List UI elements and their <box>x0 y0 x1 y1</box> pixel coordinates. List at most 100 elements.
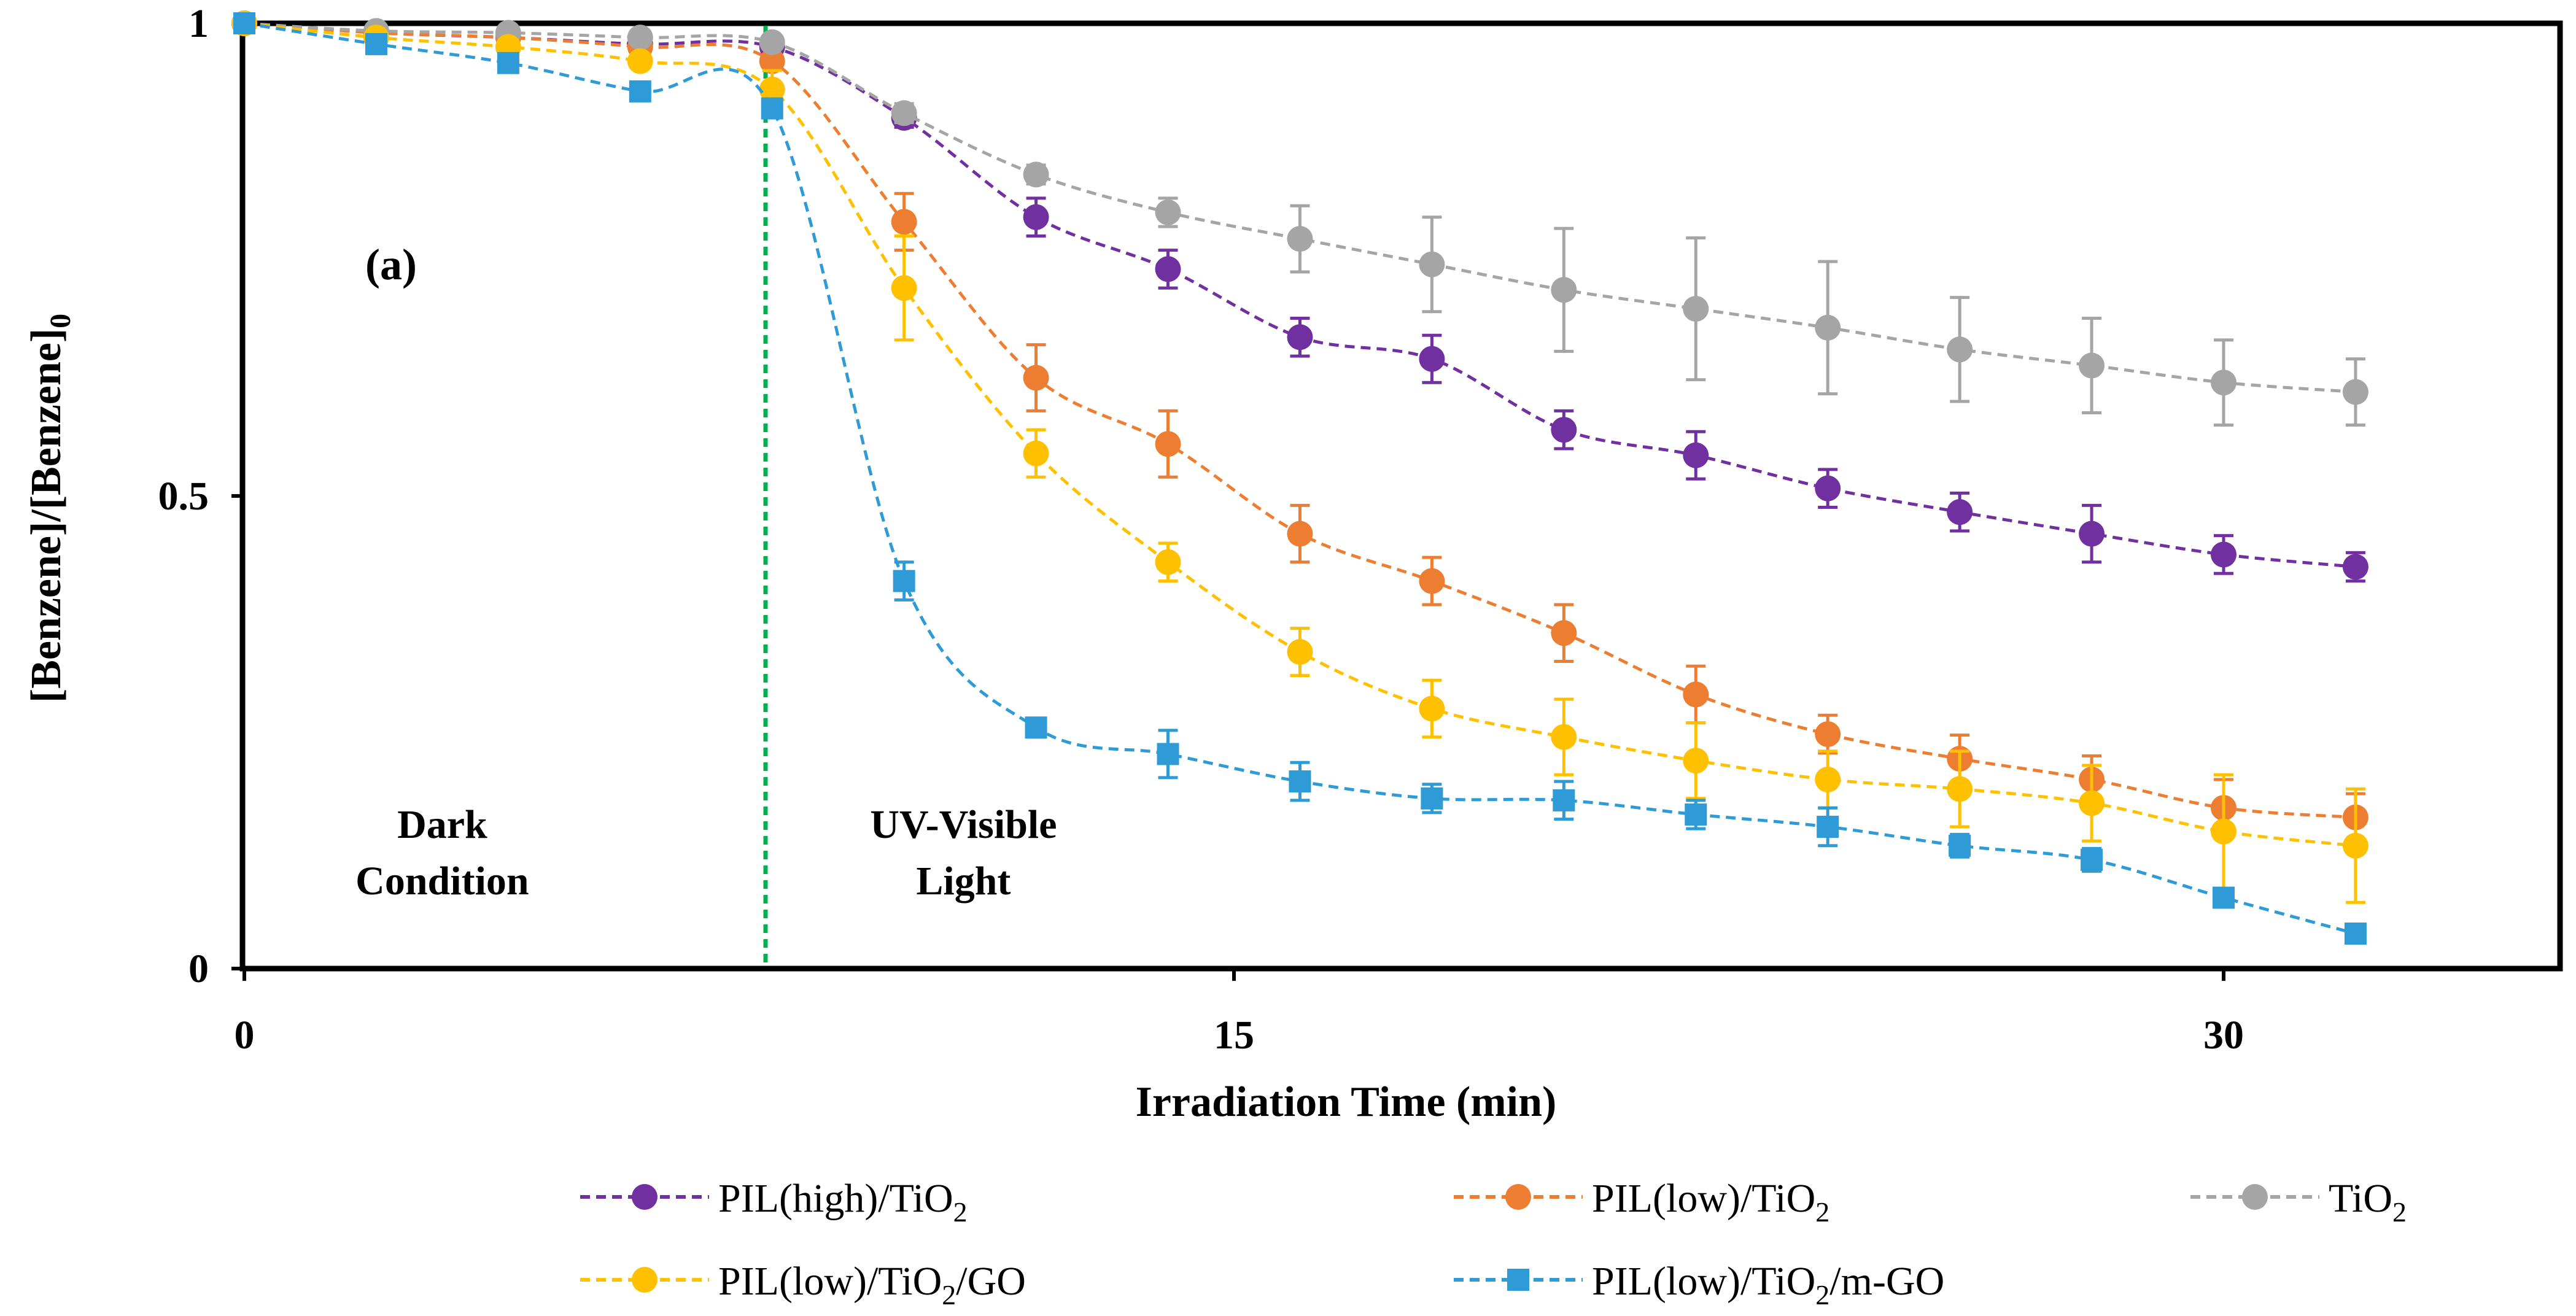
data-point-tio2 <box>2211 370 2237 396</box>
data-point-pil-high-tio2 <box>1419 346 1445 372</box>
data-point-pil-high-tio2 <box>1155 256 1181 282</box>
data-point-pil-low-tio2-go <box>1287 639 1313 665</box>
series-line-tio2 <box>244 21 2356 394</box>
data-point-pil-low-tio2-m-go <box>1553 789 1575 811</box>
data-point-pil-high-tio2 <box>2342 554 2368 580</box>
data-point-tio2 <box>759 29 785 55</box>
legend-label: PIL(low)/TiO2 <box>1592 1176 1829 1228</box>
y-axis-title: [Benzene]/[Benzene]0 <box>23 314 77 703</box>
legend-label-subscript: 2 <box>953 1196 968 1228</box>
data-point-pil-low-tio2 <box>1287 521 1313 547</box>
legend-label: PIL(low)/TiO2/m-GO <box>1592 1259 1944 1310</box>
data-point-tio2 <box>1023 161 1049 188</box>
legend-label-subscript: 2 <box>2392 1196 2407 1228</box>
data-point-pil-low-tio2-m-go <box>2213 886 2235 909</box>
data-point-pil-high-tio2 <box>1551 417 1577 443</box>
data-point-pil-low-tio2-go <box>759 76 785 103</box>
data-point-tio2 <box>1683 296 1709 322</box>
data-point-pil-low-tio2 <box>1155 431 1181 457</box>
x-tick-label: 30 <box>2203 1013 2244 1058</box>
legend-item-pil-low-tio2: PIL(low)/TiO2 <box>1454 1176 1829 1228</box>
data-point-pil-low-tio2-go <box>1551 724 1577 750</box>
data-point-tio2 <box>2079 352 2105 379</box>
data-point-pil-low-tio2-m-go <box>1685 803 1707 826</box>
legend-label-subscript: 2 <box>1815 1196 1829 1228</box>
data-point-pil-low-tio2-go <box>1155 549 1181 575</box>
y-tick-label: 1 <box>188 1 209 46</box>
data-point-pil-high-tio2 <box>1683 442 1709 468</box>
legend-item-pil-low-tio2-m-go: PIL(low)/TiO2/m-GO <box>1454 1259 1944 1310</box>
region-label-dark: Condition <box>355 859 529 904</box>
data-point-pil-low-tio2 <box>1683 681 1709 708</box>
data-point-tio2 <box>1287 226 1313 252</box>
data-point-pil-low-tio2 <box>759 48 785 74</box>
data-point-pil-high-tio2 <box>1947 499 1973 525</box>
data-point-tio2 <box>1155 199 1181 225</box>
legend-swatch-marker <box>2242 1184 2268 1210</box>
data-point-pil-high-tio2 <box>2211 541 2237 568</box>
series-line-pil-low-tio2 <box>244 21 2356 819</box>
legend-label-tail: /m-GO <box>1829 1259 1944 1304</box>
data-point-pil-low-tio2 <box>891 209 917 235</box>
data-point-pil-high-tio2 <box>1815 475 1841 501</box>
data-point-pil-low-tio2-m-go <box>365 33 387 55</box>
data-point-pil-high-tio2 <box>1023 204 1049 230</box>
legend: PIL(high)/TiO2 PIL(low)/TiO2 TiO2PIL(low)/… <box>580 1176 2407 1310</box>
legend-label-subscript: 2 <box>942 1279 956 1310</box>
data-point-pil-low-tio2-m-go <box>2081 848 2103 871</box>
legend-label: PIL(low)/TiO2/GO <box>718 1259 1026 1310</box>
data-point-tio2 <box>1551 277 1577 303</box>
series-line-pil-low-tio2-go <box>244 21 2356 848</box>
data-point-pil-low-tio2-m-go <box>1157 743 1179 765</box>
legend-label: PIL(high)/TiO2 <box>718 1176 968 1228</box>
region-label-uv: UV-Visible <box>870 802 1057 847</box>
legend-swatch-marker <box>1507 1269 1529 1291</box>
data-point-pil-low-tio2-m-go <box>1025 716 1047 739</box>
data-point-pil-low-tio2-go <box>627 48 653 74</box>
data-point-pil-low-tio2 <box>1419 568 1445 594</box>
data-point-pil-low-tio2 <box>1551 620 1577 646</box>
data-point-pil-low-tio2-go <box>2079 790 2105 816</box>
legend-label-main: PIL(low)/TiO <box>718 1259 942 1304</box>
y-axis-title-subscript: 0 <box>44 314 77 328</box>
data-point-pil-low-tio2-m-go <box>761 97 783 120</box>
data-point-pil-low-tio2-m-go <box>1949 834 1971 857</box>
region-label-dark: Dark <box>397 802 487 847</box>
data-point-pil-low-tio2-m-go <box>2344 923 2367 945</box>
data-point-pil-low-tio2 <box>1023 365 1049 391</box>
data-point-pil-high-tio2 <box>2079 521 2105 547</box>
data-point-pil-low-tio2-m-go <box>1289 770 1311 793</box>
x-tick-label: 15 <box>1214 1013 1254 1058</box>
data-point-pil-low-tio2-m-go <box>233 12 255 34</box>
x-axis-title: Irradiation Time (min) <box>1136 1078 1557 1126</box>
legend-item-pil-low-tio2-go: PIL(low)/TiO2/GO <box>580 1259 1026 1310</box>
legend-label-tail: /GO <box>956 1259 1026 1304</box>
y-axis-title-main: [Benzene]/[Benzene] <box>23 328 70 703</box>
data-point-pil-low-tio2-m-go <box>1421 787 1443 810</box>
data-point-tio2 <box>1419 251 1445 277</box>
legend-swatch-marker <box>1505 1184 1531 1210</box>
legend-label-subscript: 2 <box>1815 1279 1829 1310</box>
data-point-pil-low-tio2-go <box>1815 767 1841 792</box>
y-tick-label: 0 <box>188 946 209 991</box>
series-line-pil-high-tio2 <box>244 21 2356 568</box>
data-point-tio2 <box>1947 336 1973 363</box>
data-point-pil-low-tio2-m-go <box>893 570 915 592</box>
data-point-tio2 <box>1815 314 1841 341</box>
legend-label-main: PIL(high)/TiO <box>718 1176 953 1221</box>
data-point-pil-low-tio2-m-go <box>629 80 651 103</box>
data-point-pil-low-tio2-m-go <box>1817 816 1839 838</box>
legend-label-main: PIL(low)/TiO <box>1592 1176 1815 1221</box>
data-point-pil-low-tio2 <box>1815 721 1841 748</box>
plot-area: 0 0.5 1 0 15 30 Dark Condition UV-Visible Light <box>158 1 2563 1058</box>
data-point-pil-low-tio2-go <box>2342 832 2368 859</box>
legend-label-main: TiO <box>2329 1176 2392 1221</box>
data-point-pil-low-tio2-go <box>1947 776 1973 802</box>
region-label-uv: Light <box>916 859 1011 904</box>
y-tick-label: 0.5 <box>158 474 209 519</box>
legend-label-main: PIL(low)/TiO <box>1592 1259 1815 1304</box>
data-point-tio2 <box>627 25 653 51</box>
data-point-tio2 <box>891 100 917 126</box>
data-point-pil-low-tio2-go <box>1023 440 1049 466</box>
